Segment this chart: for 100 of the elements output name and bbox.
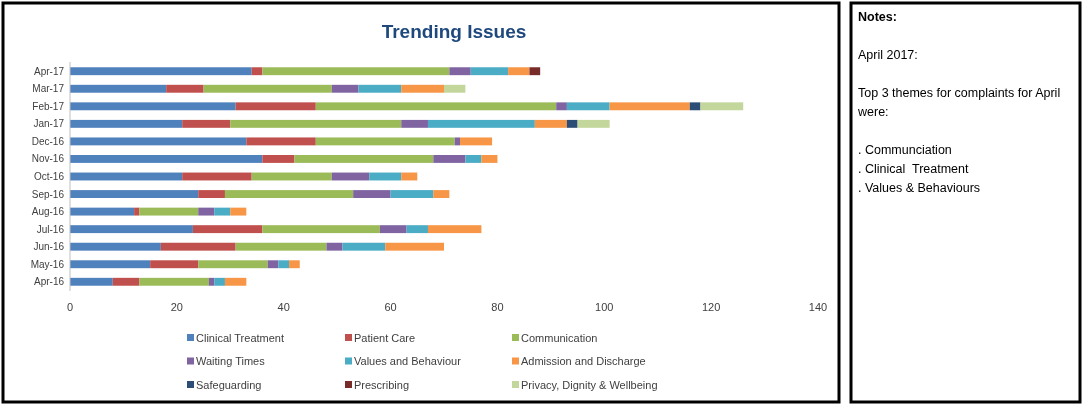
bar: [70, 225, 193, 234]
bar: [267, 260, 279, 269]
bar: [401, 84, 444, 93]
bar: [331, 84, 359, 93]
bar: [235, 242, 327, 251]
x-tick-label: 60: [384, 301, 397, 313]
bar: [342, 242, 386, 251]
bar: [508, 67, 530, 76]
bar: [460, 137, 493, 146]
bar: [70, 242, 161, 251]
legend-label: Safeguarding: [196, 378, 262, 391]
text: . Values & Behaviours: [858, 180, 982, 197]
bar: [198, 260, 268, 269]
bar: [390, 190, 434, 198]
bar: [379, 225, 407, 234]
y-tick-label: Sep-16: [31, 188, 65, 200]
bar: [198, 190, 225, 198]
bar: [454, 137, 461, 146]
bar: [134, 207, 140, 216]
x-tick-label: 20: [170, 301, 183, 313]
bar: [326, 242, 343, 251]
text: Top 3 themes for complaints for April were:: [858, 85, 1062, 121]
bar: [150, 260, 199, 269]
bar: [427, 225, 482, 234]
bar: [262, 155, 295, 163]
y-tick-label: Apr-17: [33, 65, 65, 77]
bar: [166, 84, 204, 93]
bar: [385, 242, 444, 251]
bar: [529, 67, 541, 76]
y-tick-label: Apr-16: [33, 276, 65, 288]
y-tick-label: Jan-17: [33, 118, 65, 130]
y-tick-label: Jul-16: [36, 223, 65, 235]
bar: [353, 190, 391, 198]
bar: [315, 102, 557, 111]
bar: [192, 225, 263, 234]
bar: [214, 207, 231, 216]
x-tick-label: 120: [701, 301, 721, 313]
bar: [224, 277, 247, 286]
bar: [566, 102, 610, 111]
bar: [689, 102, 701, 111]
x-tick-label: 80: [491, 301, 504, 313]
bar: [315, 137, 455, 146]
bar: [70, 190, 199, 198]
legend-label: Values and Behaviour: [354, 355, 462, 368]
y-tick-label: May-16: [30, 258, 65, 270]
bar: [224, 190, 354, 198]
bar: [433, 155, 466, 163]
bar: [406, 225, 428, 234]
y-tick-label: Dec-16: [31, 135, 65, 147]
bar: [481, 155, 498, 163]
legend-label: Prescribing: [354, 378, 410, 391]
bar: [70, 155, 263, 163]
x-tick-label: 40: [277, 301, 290, 313]
legend-label: Privacy, Dignity & Wellbeing: [521, 378, 658, 391]
bar: [566, 119, 578, 128]
bar: [70, 67, 252, 76]
legend-label: Admission and Discharge: [521, 355, 646, 368]
bar: [198, 207, 215, 216]
bar: [358, 84, 402, 93]
bar: [182, 119, 231, 128]
bar: [294, 155, 434, 163]
text: April 2017:: [858, 47, 919, 64]
bar: [235, 102, 316, 111]
x-tick-label: 100: [595, 301, 614, 313]
x-tick-label: 140: [808, 301, 828, 313]
legend-label: Clinical Treatment: [196, 331, 285, 344]
chart-title: Trending Issues: [381, 21, 527, 42]
bar: [230, 119, 402, 128]
bar: [214, 277, 225, 286]
bar: [577, 119, 610, 128]
bar: [70, 119, 183, 128]
bar: [700, 102, 744, 111]
bar: [246, 137, 316, 146]
bar: [556, 102, 567, 111]
legend-label: Communication: [521, 331, 598, 344]
y-tick-label: Oct-16: [33, 171, 65, 182]
legend-label: Patient Care: [354, 331, 416, 344]
bar: [112, 277, 140, 286]
bar: [449, 67, 471, 76]
bar: [160, 242, 236, 251]
y-tick-label: Nov-16: [31, 153, 65, 165]
bar: [251, 67, 263, 76]
bar: [444, 84, 466, 93]
text: . Communciation: [858, 142, 953, 159]
y-tick-label: Jun-16: [33, 241, 65, 253]
bar: [203, 84, 332, 93]
bar: [70, 102, 236, 111]
text: Notes:: [858, 9, 898, 26]
bar: [401, 119, 428, 128]
bar: [289, 260, 300, 269]
y-tick-label: Mar-17: [32, 83, 65, 95]
bar: [278, 260, 290, 269]
bar: [208, 277, 215, 286]
bar: [139, 277, 209, 286]
bar: [465, 155, 482, 163]
bar: [70, 260, 151, 269]
bar: [230, 207, 247, 216]
bar: [470, 67, 509, 76]
y-tick-label: Aug-16: [31, 206, 65, 218]
bar: [427, 119, 535, 128]
